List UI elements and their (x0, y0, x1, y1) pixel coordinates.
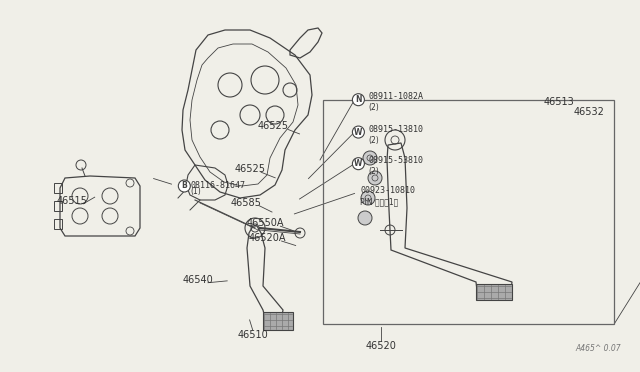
Bar (54, 219, 62, 229)
Circle shape (179, 180, 190, 192)
Bar (54, 201, 62, 211)
Polygon shape (263, 312, 293, 330)
Text: 46540: 46540 (183, 275, 214, 285)
Text: 46515: 46515 (57, 196, 88, 206)
Text: 46525: 46525 (234, 164, 265, 174)
Text: 08116-81647: 08116-81647 (191, 182, 246, 190)
Text: (1): (1) (191, 187, 202, 196)
Text: (2): (2) (369, 135, 379, 145)
Text: 46513: 46513 (543, 97, 574, 107)
Text: (2): (2) (369, 103, 379, 112)
Circle shape (361, 191, 375, 205)
Circle shape (353, 126, 364, 138)
Text: 46585: 46585 (231, 198, 262, 208)
Text: 46550A: 46550A (247, 218, 284, 228)
Bar (54, 183, 62, 193)
Bar (323, 100, 614, 324)
Text: 46520A: 46520A (249, 233, 286, 243)
Circle shape (353, 94, 364, 106)
Text: N: N (355, 95, 362, 104)
Circle shape (353, 158, 364, 170)
Text: (2): (2) (369, 167, 379, 176)
Text: 46510: 46510 (237, 330, 268, 340)
Circle shape (358, 211, 372, 225)
Text: 08915-53810: 08915-53810 (369, 156, 424, 165)
Text: 46525: 46525 (258, 122, 289, 131)
Text: W: W (354, 128, 363, 137)
Text: B: B (182, 182, 187, 190)
Text: PIN ピン（1）: PIN ピン（1） (360, 197, 399, 206)
Text: 00923-10810: 00923-10810 (360, 186, 415, 195)
Text: 46520: 46520 (366, 341, 397, 351)
Circle shape (363, 151, 377, 165)
Polygon shape (476, 284, 512, 300)
Text: W: W (354, 159, 363, 168)
Text: A465^ 0.07: A465^ 0.07 (575, 344, 621, 353)
Text: 08915-13810: 08915-13810 (369, 125, 424, 134)
Text: 08911-1082A: 08911-1082A (369, 92, 424, 101)
Circle shape (368, 171, 382, 185)
Text: 46532: 46532 (573, 107, 604, 116)
